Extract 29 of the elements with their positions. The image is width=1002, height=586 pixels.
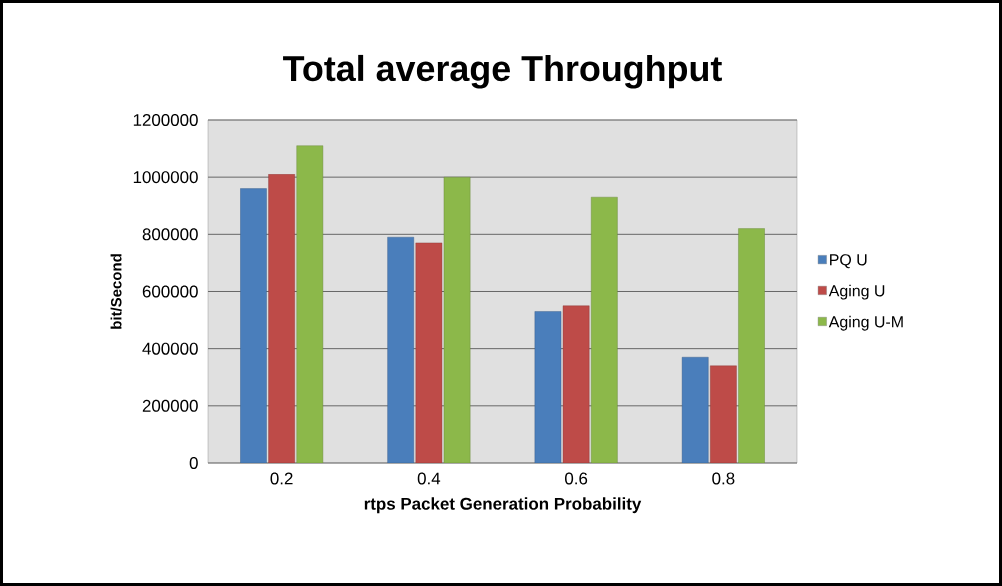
- bar: [296, 145, 324, 463]
- bar: [415, 242, 443, 463]
- bar: [268, 174, 295, 463]
- y-tick-label: 1000000: [133, 171, 198, 184]
- x-tick-label: 0.4: [417, 472, 441, 485]
- x-tick-label: 0.6: [565, 472, 588, 485]
- bar: [562, 305, 590, 463]
- chart-title: Total average Throughput: [283, 54, 722, 89]
- y-tick-label: 600000: [142, 285, 198, 298]
- y-tick-label: 400000: [142, 342, 198, 355]
- legend-label: Aging U: [828, 284, 885, 300]
- bar: [710, 365, 737, 463]
- y-tick-label: 800000: [142, 228, 198, 241]
- y-tick-label: 200000: [142, 399, 198, 412]
- x-axis-title: rtps Packet Generation Probability: [364, 497, 642, 514]
- bar: [534, 311, 562, 463]
- y-tick-label: 0: [189, 456, 198, 469]
- bar: [240, 188, 267, 463]
- legend-label: PQ U: [830, 254, 867, 269]
- bar: [387, 236, 414, 463]
- y-axis-title: bit/Second: [110, 254, 122, 329]
- bar: [681, 357, 709, 463]
- bar: [591, 196, 618, 463]
- legend-label: Aging U-M: [828, 315, 903, 331]
- x-tick-label: 0.8: [712, 472, 735, 485]
- x-tick-label: 0.2: [270, 472, 293, 485]
- y-tick-label: 1200000: [133, 113, 198, 126]
- bar: [738, 228, 765, 463]
- bar: [443, 176, 471, 463]
